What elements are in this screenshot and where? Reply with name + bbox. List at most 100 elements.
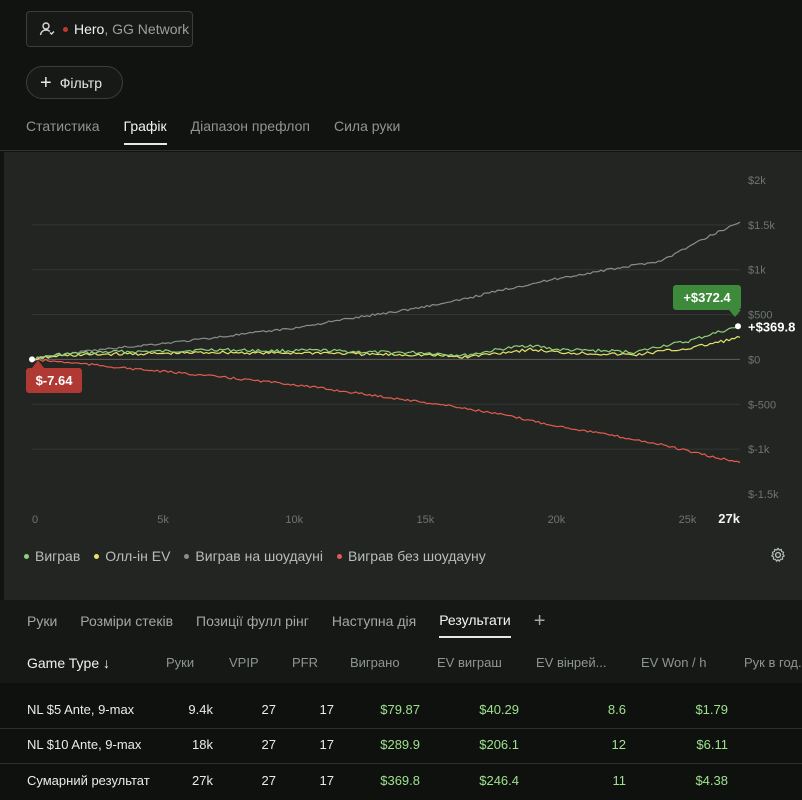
x-tick-label: 5k [157,514,169,526]
table-header [0,640,802,682]
x-tick-label: 27k [718,511,740,526]
column-header[interactable]: Game Type ↓ [27,655,111,671]
x-tick-label: 0 [32,514,38,526]
y-tick-label: $1.5k [748,220,775,232]
x-tick-label: 20k [548,514,566,526]
legend-swatch [184,553,190,559]
tab-1[interactable]: Графік [123,118,167,145]
table-cell: 17 [319,702,334,717]
column-header[interactable]: PFR [292,655,318,670]
report-tabs: Статистика Графік Діапазон префлоп Сила рук… [26,118,424,145]
table-cell: $206.1 [479,737,519,752]
legend-label: Виграв без шоудауну [348,548,486,564]
legend-item[interactable]: Олл-ін EV [94,548,170,564]
table-cell: $4.38 [695,773,728,788]
legend-label: Виграв [35,548,81,564]
user-icon [39,22,55,36]
legend-item[interactable]: Виграв без шоудауну [337,548,486,564]
network-status-dot [63,26,68,32]
table-cell: 27 [261,737,276,752]
filter-button[interactable]: + Фільтр [26,66,123,99]
y-tick-label: $-1k [748,444,770,456]
series-line-1[interactable] [31,336,741,361]
table-cell: 27k [192,773,213,788]
table-cell: $6.11 [696,737,728,752]
row-divider [0,728,802,729]
table-cell: NL $5 Ante, 9-max [27,702,135,717]
legend-item[interactable]: Виграв [24,548,80,564]
x-tick-label: 10k [285,514,303,526]
start-value-badge-pointer [32,360,44,368]
ev-value-label: +$372.4 [683,290,731,305]
y-tick-label: $-1.5k [748,489,779,501]
start-value-badge [26,368,82,393]
legend-item[interactable]: Виграв на шоудауні [184,548,323,564]
table-cell: 8.6 [607,702,626,717]
end-value-label: +$369.8 [748,319,795,334]
tab-3[interactable]: Сила руки [333,118,401,134]
table-cell: $369.8 [380,773,420,788]
table-cell: 17 [319,737,334,752]
chart-legend: Виграв Олл-ін EV Виграв на шоудауні Виграв … [24,548,500,564]
legend-label: Олл-ін EV [105,548,171,564]
legend-swatch [24,553,29,559]
column-header[interactable]: EV Won / h [641,655,707,670]
y-tick-label: $2k [748,175,766,187]
x-tick-label: 25k [679,514,697,526]
series-line-2[interactable] [31,221,741,361]
gear-icon[interactable] [770,547,786,563]
table-cell: $246.4 [479,773,519,788]
table-cell: 27 [261,702,276,717]
end-point [735,323,741,330]
player-name: Hero [74,21,105,37]
table-cell: Сумарний результат [27,773,150,788]
table-cell: $1.79 [695,702,728,717]
results-tab-4[interactable]: Результати [439,612,511,638]
results-tabs: Руки Розміри стеків Позиції фулл рінг Насту… [27,609,546,638]
results-tab-2[interactable]: Позиції фулл рінг [196,613,309,629]
plus-icon: + [40,71,52,94]
table-cell: $40.29 [479,702,519,717]
y-tick-label: $1k [748,265,766,277]
series-line-3[interactable] [31,358,741,464]
legend-swatch [94,553,100,559]
y-tick-label: $0 [748,354,760,366]
x-tick-label: 15k [416,514,434,526]
table-cell: 12 [611,737,626,752]
column-header[interactable]: EV вінрей... [536,655,607,670]
start-value-label: $-7.64 [36,373,74,388]
table-cell: NL $10 Ante, 9-max [27,737,142,752]
column-header[interactable]: Рук в год... [744,655,802,670]
filter-button-label: Фільтр [59,74,103,91]
legend-swatch [337,553,343,559]
table-cell: 27 [261,773,276,788]
table-cell: $79.87 [380,702,420,717]
results-tab-3[interactable]: Наступна дія [331,613,417,629]
player-selector[interactable]: Hero, GG Network [26,11,193,47]
tabs-divider [0,150,802,151]
row-divider [0,763,802,764]
series-line-0[interactable] [31,325,741,361]
column-header[interactable]: EV виграш [437,655,502,670]
table-cell: 11 [612,773,627,788]
tab-2[interactable]: Діапазон префлоп [190,118,310,134]
network-name: , GG Network [104,21,190,37]
table-cell: 9.4k [188,702,213,717]
add-tab-icon[interactable]: + [533,609,546,632]
column-header[interactable]: Руки [166,655,195,670]
winnings-chart[interactable]: $2k $1.5k $1k $500 $0 $-500 $-1k $-1.5k 0 5k 10k 15… [4,152,802,600]
table-body [0,683,802,800]
table-cell: 17 [319,773,334,788]
legend-label: Виграв на шоудауні [195,548,324,564]
results-tab-0[interactable]: Руки [27,613,58,629]
y-tick-label: $-500 [748,399,776,411]
column-header[interactable]: Виграно [350,655,400,670]
table-cell: 18k [192,737,213,752]
ev-value-badge-pointer [729,310,741,317]
start-point [29,356,35,363]
column-header[interactable]: VPIP [229,655,259,670]
tab-0[interactable]: Статистика [26,118,100,134]
y-tick-label: $500 [748,310,772,322]
table-cell: $289.9 [380,737,420,752]
results-tab-1[interactable]: Розміри стеків [80,613,174,629]
